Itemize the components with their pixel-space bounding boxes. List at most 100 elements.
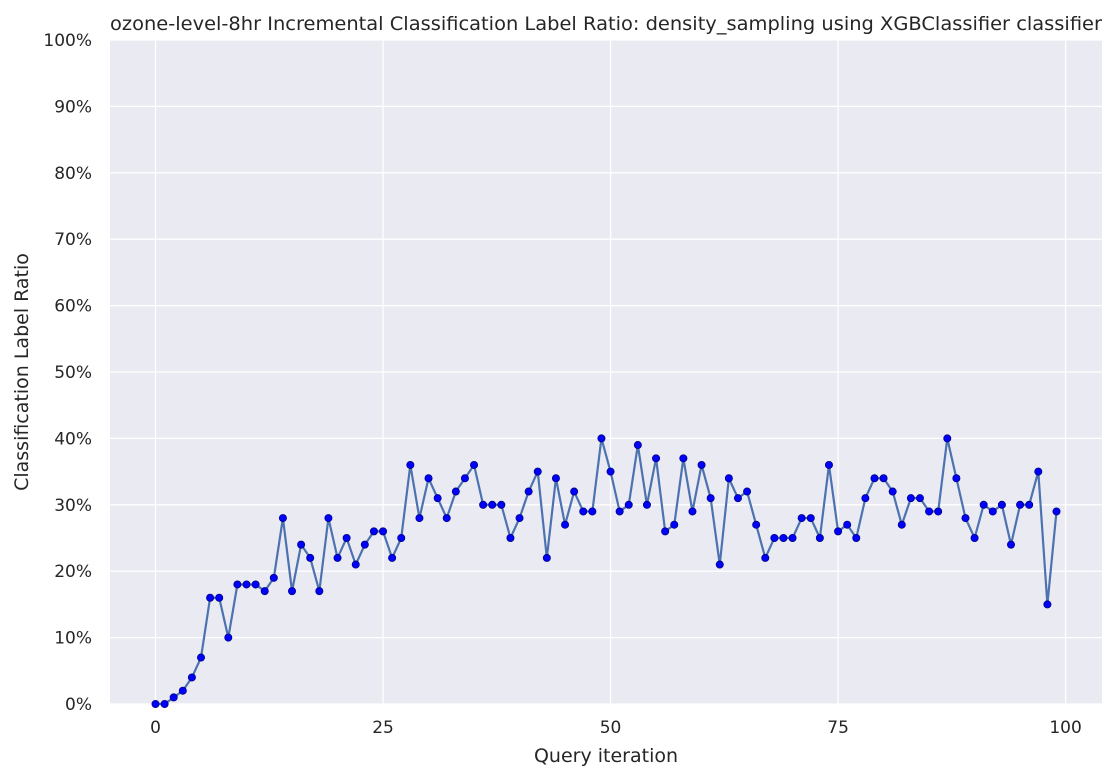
data-point [187,673,196,682]
data-point [561,520,570,529]
data-point [788,534,797,543]
y-tick-label: 100% [43,31,92,51]
data-point [506,534,515,543]
data-point [1043,600,1052,609]
data-point [843,520,852,529]
y-tick-label: 80% [54,164,92,184]
data-point [515,514,524,523]
y-tick-label: 0% [65,695,92,715]
data-point [433,494,442,503]
data-point [424,474,433,483]
data-point [970,534,979,543]
data-point [597,434,606,443]
data-point [925,507,934,516]
data-point [834,527,843,536]
data-point [661,527,670,536]
data-point [642,500,651,509]
y-tick-label: 60% [54,297,92,317]
data-point [406,460,415,469]
data-point [460,474,469,483]
data-point [524,487,533,496]
data-point [442,514,451,523]
y-tick-label: 40% [54,429,92,449]
data-point [315,587,324,596]
data-point [697,460,706,469]
data-point [743,487,752,496]
data-point [1052,507,1061,516]
data-point [160,700,169,709]
y-tick-label: 90% [54,97,92,117]
x-axis-ticks: 0 25 50 75 100 [150,718,1082,738]
y-tick-label: 30% [54,496,92,516]
data-point [470,460,479,469]
data-point [934,507,943,516]
data-point [733,494,742,503]
data-point [652,454,661,463]
data-point [952,474,961,483]
data-point [679,454,688,463]
y-tick-label: 20% [54,562,92,582]
data-point [233,580,242,589]
data-point [997,500,1006,509]
data-point [388,553,397,562]
x-tick-label: 75 [827,718,849,738]
data-point [897,520,906,529]
data-point [551,474,560,483]
data-point [688,507,697,516]
data-point [242,580,251,589]
data-point [206,593,215,602]
data-point [260,587,269,596]
data-point [770,534,779,543]
data-point [633,441,642,450]
data-point [288,587,297,596]
data-point [779,534,788,543]
data-point [479,500,488,509]
data-point [815,534,824,543]
data-point [852,534,861,543]
data-point [861,494,870,503]
data-point [988,507,997,516]
data-point [615,507,624,516]
series-line [155,437,1058,706]
data-point [351,560,360,569]
x-tick-label: 50 [600,718,622,738]
data-point [715,560,724,569]
chart-title: ozone-level-8hr Incremental Classificati… [110,13,1102,35]
data-point [879,474,888,483]
y-tick-label: 10% [54,629,92,649]
data-point [251,580,260,589]
data-point [888,487,897,496]
data-point [415,514,424,523]
data-point [360,540,369,549]
data-point [333,553,342,562]
data-point [724,474,733,483]
data-point [979,500,988,509]
data-point [306,553,315,562]
data-point [1006,540,1015,549]
data-point [379,527,388,536]
data-point [488,500,497,509]
data-point [224,633,233,642]
data-point [906,494,915,503]
data-point [297,540,306,549]
data-point [579,507,588,516]
data-point [533,467,542,476]
data-point [606,467,615,476]
data-point [342,534,351,543]
data-point [1016,500,1025,509]
data-point [497,500,506,509]
data-point [752,520,761,529]
data-point [761,553,770,562]
data-point [197,653,206,662]
y-axis-ticks: 0% 10% 20% 30% 40% 50% 60% 70% 80% 90% 100% [43,31,92,715]
data-point [915,494,924,503]
x-axis-label: Query iteration [534,745,678,767]
data-point [451,487,460,496]
data-point [961,514,970,523]
data-point [324,514,333,523]
data-point [824,460,833,469]
data-point [397,534,406,543]
data-point [1025,500,1034,509]
data-point [570,487,579,496]
